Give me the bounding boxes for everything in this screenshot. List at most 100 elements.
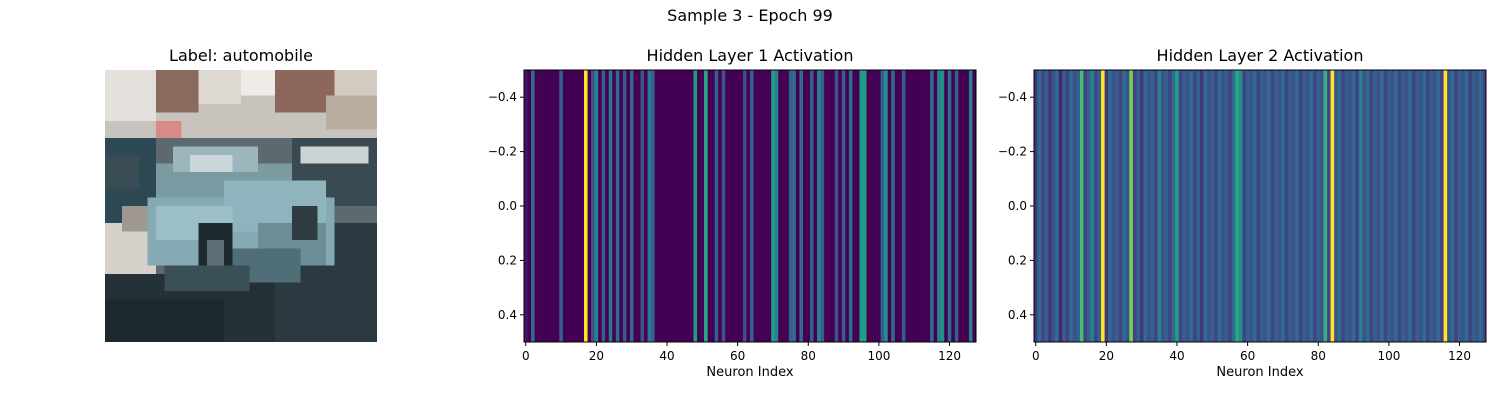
hidden-layer-2-cell: [1101, 70, 1105, 342]
hidden-layer-2-cell: [1157, 70, 1162, 342]
hidden-layer-2-cell: [1482, 70, 1487, 342]
hidden-layer-2-cell: [1376, 70, 1381, 342]
hidden-layer-1-cell: [682, 70, 687, 342]
hidden-layer-2-cell: [1207, 70, 1211, 342]
hidden-layer-2-cell: [1344, 70, 1349, 342]
hidden-layer-2-cell: [1302, 70, 1307, 342]
hidden-layer-1-cell: [707, 70, 712, 342]
hidden-layer-1-cell: [704, 70, 708, 342]
hidden-layer-1-cell: [771, 70, 776, 342]
hidden-layer-2-cell: [1295, 70, 1300, 342]
hidden-layer-2-cell: [1055, 70, 1060, 342]
hidden-layer-2-cell: [1415, 70, 1420, 342]
hidden-layer-1-cell: [562, 70, 567, 342]
hidden-layer-2-ytick-label: 0.2: [1008, 253, 1027, 267]
hidden-layer-1-cell: [587, 70, 592, 342]
hidden-layer-1-cell: [534, 70, 539, 342]
hidden-layer-2-cell: [1316, 70, 1321, 342]
hidden-layer-2-cell: [1387, 70, 1391, 342]
hidden-layer-1-cell: [901, 70, 906, 342]
hidden-layer-1-cell: [866, 70, 871, 342]
hidden-layer-2-cell: [1224, 70, 1229, 342]
hidden-layer-1-cell: [668, 70, 673, 342]
hidden-layer-2-cell: [1358, 70, 1363, 342]
hidden-layer-1-cell: [880, 70, 885, 342]
hidden-layer-1-cell: [538, 70, 542, 342]
hidden-layer-2-cell: [1231, 70, 1236, 342]
hidden-layer-2-cell: [1097, 70, 1102, 342]
hidden-layer-1-xtick-label: 40: [659, 349, 674, 363]
hidden-layer-1-cell: [841, 70, 846, 342]
hidden-layer-2-cell: [1041, 70, 1045, 342]
hidden-layer-1-cell: [633, 70, 638, 342]
hidden-layer-2-cell: [1185, 70, 1190, 342]
hidden-layer-1-cell: [601, 70, 606, 342]
hidden-layer-2-cell: [1122, 70, 1127, 342]
hidden-layer-1-cell: [764, 70, 768, 342]
hidden-layer-1-cell: [686, 70, 691, 342]
hidden-layer-2-cell: [1150, 70, 1155, 342]
hidden-layer-1-cell: [852, 70, 857, 342]
hidden-layer-2-cell: [1217, 70, 1222, 342]
hidden-layer-1-cell: [689, 70, 694, 342]
hidden-layer-1-cell: [824, 70, 828, 342]
hidden-layer-1-heatmap: 0 20 40 60 80 100 120 −0.4 −0.2 0.0 0.2 0.4 Neuron I…: [488, 69, 977, 380]
hidden-layer-1-cell: [750, 70, 754, 342]
hidden-layer-2-cell: [1094, 70, 1098, 342]
hidden-layer-1-cell: [965, 70, 970, 342]
hidden-layer-2-xtick-label: 100: [1377, 349, 1400, 363]
hidden-layer-1-cell: [647, 70, 652, 342]
hidden-layer-2-cell: [1468, 70, 1473, 342]
hidden-layer-2-cell: [1267, 70, 1271, 342]
hidden-layer-1-cell: [838, 70, 843, 342]
hidden-layer-1-cell: [930, 70, 934, 342]
hidden-layer-1-cell: [531, 70, 535, 342]
hidden-layer-1-cell: [905, 70, 910, 342]
hidden-layer-2-cell: [1447, 70, 1451, 342]
hidden-layer-2-cell: [1171, 70, 1176, 342]
hidden-layer-2-cell: [1443, 70, 1448, 342]
hidden-layer-1-cell: [908, 70, 913, 342]
hidden-layer-1-cell: [608, 70, 613, 342]
hidden-layer-2-xtick-label: 60: [1240, 349, 1255, 363]
hidden-layer-2-cell: [1203, 70, 1208, 342]
hidden-layer-1-cell: [792, 70, 797, 342]
hidden-layer-1-cell: [658, 70, 663, 342]
hidden-layer-1-cell: [573, 70, 578, 342]
hidden-layer-2-cell: [1048, 70, 1052, 342]
hidden-layer-1-cell: [873, 70, 878, 342]
hidden-layer-2-cell: [1118, 70, 1123, 342]
hidden-layer-2-cell: [1164, 70, 1169, 342]
hidden-layer-1-cell: [644, 70, 648, 342]
hidden-layer-2-cell: [1270, 70, 1275, 342]
hidden-layer-2-cell: [1235, 70, 1240, 342]
hidden-layer-1-cell: [940, 70, 945, 342]
hidden-layer-1-cell: [675, 70, 680, 342]
hidden-layer-1-xtick-label: 120: [938, 349, 961, 363]
hidden-layer-2-cell: [1341, 70, 1346, 342]
hidden-layer-2-cell: [1309, 70, 1314, 342]
hidden-layer-2-cell: [1401, 70, 1406, 342]
hidden-layer-2-cell: [1397, 70, 1402, 342]
hidden-layer-2-cell: [1252, 70, 1257, 342]
hidden-layer-2-cell: [1383, 70, 1388, 342]
hidden-layer-2-cell: [1037, 70, 1042, 342]
hidden-layer-2-cell: [1330, 70, 1335, 342]
hidden-layer-2-cell: [1348, 70, 1353, 342]
hidden-layer-1-cell: [552, 70, 557, 342]
hidden-layer-2-cell: [1072, 70, 1077, 342]
hidden-layer-1-cell: [947, 70, 952, 342]
hidden-layer-2-cell: [1079, 70, 1084, 342]
hidden-layer-2-cell: [1221, 70, 1225, 342]
hidden-layer-2-cell: [1139, 70, 1144, 342]
hidden-layer-1-cell: [612, 70, 617, 342]
hidden-layer-2-cell: [1214, 70, 1218, 342]
hidden-layer-2-cell: [1143, 70, 1148, 342]
hidden-layer-2-xtick-label: 0: [1032, 349, 1040, 363]
hidden-layer-2-cell: [1111, 70, 1116, 342]
hidden-layer-2-cell: [1394, 70, 1399, 342]
hidden-layer-2-cell: [1086, 70, 1091, 342]
hidden-layer-2-cell: [1277, 70, 1282, 342]
hidden-layer-1-xlabel: Neuron Index: [706, 365, 793, 380]
hidden-layer-1-xtick-label: 0: [522, 349, 530, 363]
